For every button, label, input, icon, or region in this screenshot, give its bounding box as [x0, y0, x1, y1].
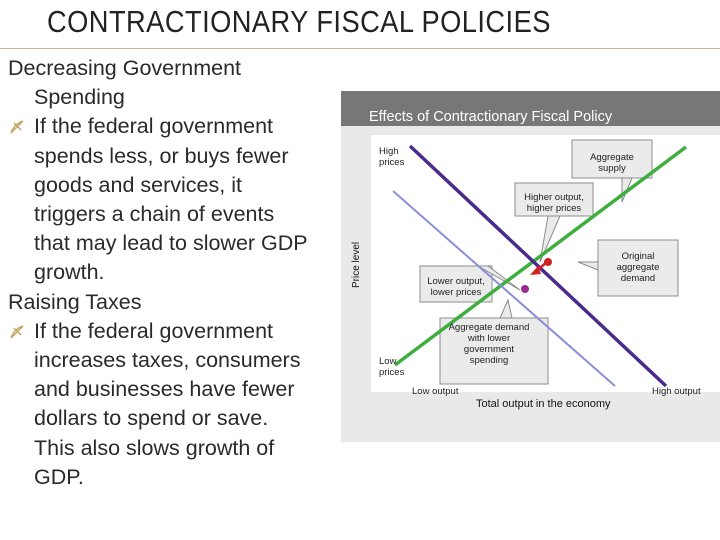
slide-title: CONTRACTIONARY FISCAL POLICIES	[47, 4, 551, 39]
equilibrium-point-original	[544, 258, 552, 266]
title-divider	[0, 48, 720, 49]
callout-higher-output: Higher output, higher prices	[518, 192, 590, 214]
section2-heading: Raising Taxes	[8, 289, 142, 314]
callout-lower-output: Lower output, lower prices	[422, 276, 490, 298]
aggregate-supply-line	[393, 145, 688, 367]
callout-box-new-demand	[439, 317, 549, 385]
bullet-line: and businesses have fewer	[34, 377, 295, 402]
callout-aggregate-supply: Aggregate supply	[578, 152, 646, 174]
y-low-label: Low prices	[379, 356, 404, 378]
y-low-label-line: prices	[379, 367, 405, 378]
section1-heading-line1: Decreasing Government	[8, 56, 242, 80]
y-high-label: High prices	[379, 146, 404, 168]
callout-box-lower-output	[419, 265, 493, 303]
section1-heading-line2: Spending	[34, 85, 125, 110]
callout-line: lower prices	[430, 287, 482, 298]
section1-bullet: If the federal government spends less, o…	[8, 112, 338, 287]
callout-line: supply	[598, 163, 626, 174]
section2-bullet: If the federal government increases taxe…	[8, 317, 338, 492]
bullet-line: spends less, or buys fewer	[34, 143, 289, 168]
slide-body-text: Decreasing Government Spending If the fe…	[8, 54, 338, 492]
callout-line: higher prices	[526, 203, 582, 214]
y-axis-label: Price level	[351, 241, 362, 288]
callout-line: Aggregate demand	[448, 322, 530, 333]
callout-boxes	[419, 139, 679, 385]
bullet-line: triggers a chain of events	[34, 202, 275, 227]
equilibrium-point-new	[521, 285, 529, 293]
shift-arrowhead	[530, 266, 541, 275]
callout-line: government	[463, 344, 515, 355]
y-low-label-line: Low	[379, 356, 397, 367]
x-axis-label: Total output in the economy	[476, 398, 611, 410]
bullet-line: that may lead to slower GDP	[34, 231, 308, 256]
bullet-line: dollars to spend or save.	[34, 406, 269, 431]
bullet-line: goods and services, it	[34, 172, 242, 197]
callout-line: Original	[621, 251, 655, 262]
figure-title-bar	[341, 91, 720, 126]
callout-box-aggregate-supply	[571, 139, 653, 179]
x-high-label: High output	[652, 386, 701, 397]
bullet-line: If the federal government	[34, 114, 274, 139]
callout-original-demand: Original aggregate demand	[602, 251, 674, 284]
bullet-line: If the federal government	[34, 318, 274, 343]
callout-line: spending	[469, 355, 509, 366]
callout-line: with lower	[467, 333, 511, 344]
callout-line: Higher output,	[524, 192, 584, 203]
callout-line: aggregate	[616, 262, 660, 273]
callout-new-demand: Aggregate demand with lower government s…	[442, 322, 536, 366]
callout-line: Lower output,	[427, 276, 485, 287]
bullet-line: increases taxes, consumers	[34, 348, 301, 373]
callout-pointer	[577, 261, 599, 271]
bullet-line: This also slows growth of	[34, 435, 275, 460]
figure-title: Effects of Contractionary Fiscal Policy	[369, 109, 613, 125]
y-high-label-line: High	[379, 146, 399, 157]
callout-line: Aggregate	[590, 152, 634, 163]
new-demand-line	[392, 190, 616, 387]
bullet-line: GDP.	[34, 464, 84, 489]
x-low-label: Low output	[412, 386, 459, 397]
callout-line: demand	[620, 273, 656, 284]
callout-pointer	[476, 265, 521, 291]
bullet-line: growth.	[34, 260, 105, 285]
bullet-sparkle-icon	[10, 120, 24, 134]
bullet-sparkle-icon	[10, 325, 24, 339]
y-high-label-line: prices	[379, 157, 405, 168]
callout-box-higher-output	[514, 182, 594, 217]
callout-pointer	[499, 298, 513, 319]
